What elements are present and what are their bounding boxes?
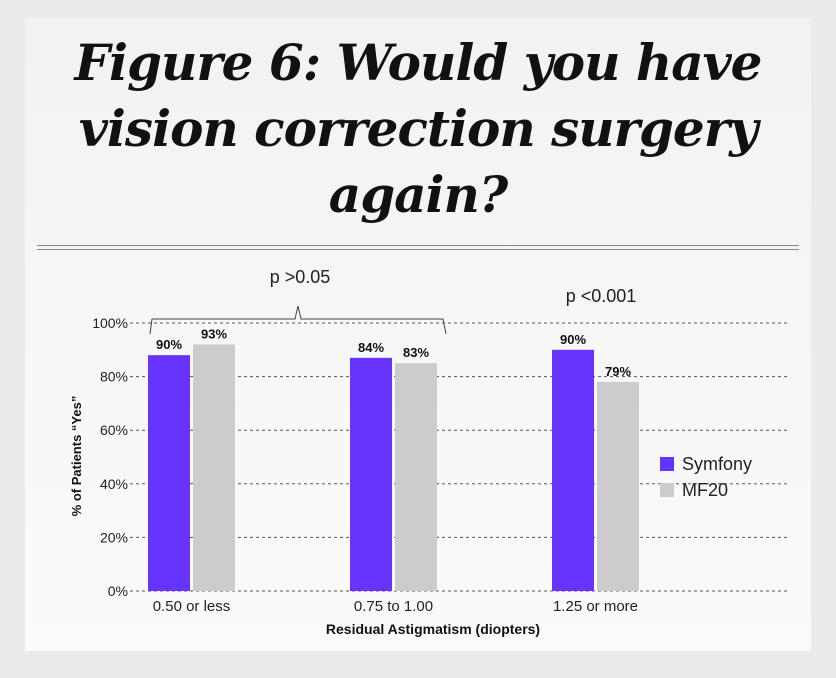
legend-label: MF20 — [682, 480, 728, 500]
legend-swatch — [660, 483, 674, 497]
x-tick-label: 0.75 to 1.00 — [354, 598, 433, 615]
legend-label: Symfony — [682, 454, 752, 474]
y-ticks: 0% 20% 40% 60% 80% 100% — [92, 315, 128, 599]
bar-value-label: 90% — [560, 332, 586, 347]
bar-symfony — [148, 355, 190, 591]
p-value-annotation: p >0.05 — [270, 267, 331, 287]
bar-mf20 — [395, 363, 437, 591]
y-tick-label: 60% — [100, 422, 128, 438]
annotations: p >0.05 p <0.001 — [149, 267, 637, 335]
x-ticks: 0.50 or less 0.75 to 1.00 1.25 or more — [153, 598, 638, 615]
y-tick-label: 100% — [92, 315, 128, 331]
x-axis-label: Residual Astigmatism (diopters) — [326, 621, 540, 637]
legend-swatch — [660, 457, 674, 471]
bar-symfony — [350, 357, 392, 591]
chart-title: Figure 6: Would you have vision correcti… — [74, 33, 763, 224]
title-divider-top — [37, 245, 799, 246]
bar-value-label: 83% — [403, 345, 429, 360]
y-axis-label: % of Patients “Yes” — [69, 396, 84, 517]
bar-mf20 — [597, 381, 639, 591]
bar-value-label: 90% — [156, 337, 182, 352]
bar-value-label: 79% — [605, 364, 631, 379]
significance-brace — [149, 305, 447, 335]
title-divider-bottom — [37, 249, 799, 250]
bar-value-label: 84% — [358, 340, 384, 355]
x-tick-label: 0.50 or less — [153, 598, 231, 615]
gridlines — [130, 322, 788, 592]
bar-symfony — [552, 349, 594, 591]
bar-value-label: 93% — [201, 326, 227, 341]
y-tick-label: 20% — [100, 529, 128, 545]
legend: Symfony MF20 — [660, 454, 752, 500]
bar-mf20 — [193, 344, 235, 591]
y-tick-label: 40% — [100, 476, 128, 492]
bars: 90% 93% 84% 83% 90% 79% — [148, 326, 639, 591]
y-tick-label: 80% — [100, 369, 128, 385]
x-tick-label: 1.25 or more — [553, 598, 638, 615]
y-tick-label: 0% — [108, 583, 128, 599]
p-value-annotation: p <0.001 — [566, 286, 637, 306]
